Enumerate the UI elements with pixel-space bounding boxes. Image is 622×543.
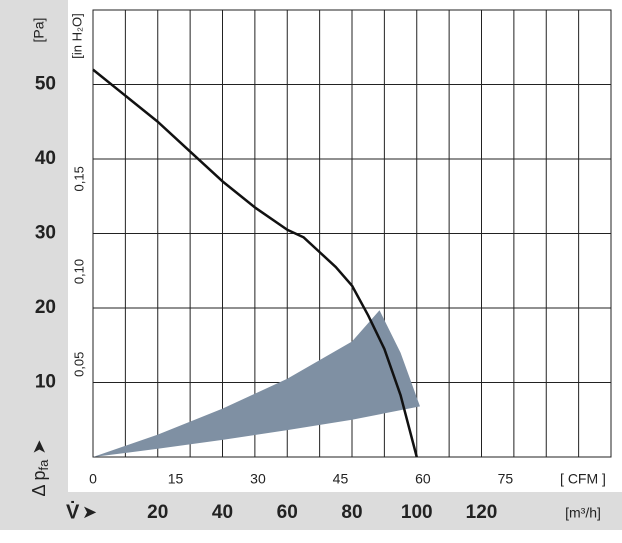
curve (92, 68, 418, 458)
x-band (0, 492, 622, 530)
y2-tick-label: 0,05 (71, 352, 86, 377)
x2-tick-label: 0 (89, 471, 97, 487)
x2-label: [ CFM ] (560, 471, 606, 487)
y-tick-label: 50 (35, 74, 56, 95)
x2-tick-label: 60 (415, 471, 431, 487)
operating-region (93, 310, 420, 457)
x-symbol: V̇ (66, 499, 80, 523)
symbol: Δ p (29, 470, 49, 496)
plot-frame (92, 9, 612, 458)
x-tick-label: 20 (147, 502, 168, 523)
y-symbol: Δ pfa ➤ (29, 440, 52, 497)
x-label: [m³/h] (565, 505, 601, 521)
y2-label: [in H₂O] (69, 13, 84, 59)
y-tick-label: 30 (35, 223, 56, 244)
x2-tick-label: 30 (250, 471, 266, 487)
y2-tick-label: 0,15 (71, 166, 86, 191)
x2-tick-label: 45 (333, 471, 349, 487)
x-tick-label: 120 (466, 502, 498, 523)
y2-tick-label: 0,10 (71, 259, 86, 284)
y-tick-label: 10 (35, 372, 56, 393)
x-tick-label: 60 (277, 502, 298, 523)
x-tick-label: 40 (212, 502, 233, 523)
y-tick-label: 20 (35, 297, 56, 318)
x2-tick-label: 75 (498, 471, 514, 487)
x2-tick-label: 15 (168, 471, 184, 487)
x-tick-label: 80 (341, 502, 362, 523)
arrow: ➤ (29, 440, 49, 460)
y-band (0, 0, 68, 530)
y-label: [Pa] (31, 18, 47, 43)
x-arrow: ➤ (82, 502, 97, 522)
y-tick-label: 40 (35, 148, 56, 169)
x-tick-label: 100 (401, 502, 433, 523)
subscript: fa (36, 459, 51, 471)
